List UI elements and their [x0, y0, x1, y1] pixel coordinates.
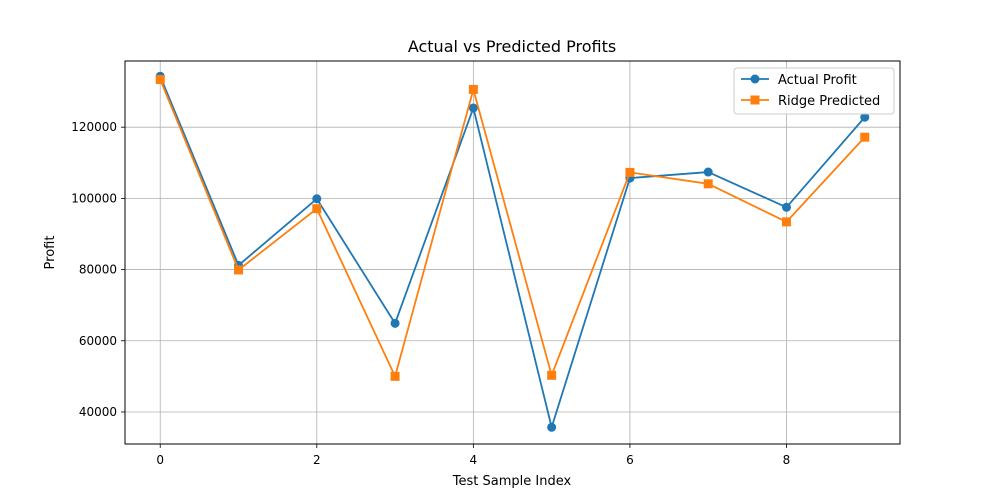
data-point — [390, 318, 400, 328]
x-tick-label: 0 — [156, 453, 164, 467]
plot-area-frame — [124, 60, 901, 445]
x-tick-label: 6 — [626, 453, 634, 467]
data-point — [781, 202, 791, 212]
y-tick-label: 100000 — [71, 191, 117, 205]
y-tick-label: 60000 — [79, 334, 117, 348]
y-tick-label: 120000 — [71, 120, 117, 134]
legend-label-actual: Actual Profit — [778, 73, 857, 88]
y-axis-label: Profit — [43, 236, 58, 270]
data-point — [781, 217, 791, 227]
legend-box — [733, 67, 895, 115]
legend-marker-actual — [750, 74, 760, 84]
data-point — [860, 112, 870, 122]
series-line — [159, 75, 866, 429]
x-tick-label: 2 — [313, 453, 321, 467]
ticks: 0 2 4 6 8 40000 60000 80000 100000 120000 — [71, 120, 790, 467]
grid — [125, 61, 900, 444]
data-point — [312, 194, 322, 204]
y-tick-label: 40000 — [79, 405, 117, 419]
data-point — [234, 265, 244, 275]
data-point — [625, 167, 635, 177]
legend-label-ridge: Ridge Predicted — [778, 94, 880, 109]
data-point — [312, 204, 322, 214]
data-point — [547, 370, 557, 380]
data-point — [468, 103, 478, 113]
data-point — [703, 179, 713, 189]
legend: Actual Profit Ridge Predicted — [733, 67, 895, 115]
x-tick-label: 4 — [470, 453, 478, 467]
data-point — [468, 84, 478, 94]
series-layer — [155, 71, 870, 432]
series-line — [159, 79, 866, 378]
y-tick-label: 80000 — [79, 263, 117, 277]
chart-title: Actual vs Predicted Profits — [408, 37, 616, 56]
x-tick-label: 8 — [783, 453, 791, 467]
data-point — [703, 167, 713, 177]
data-point — [860, 132, 870, 142]
legend-marker-ridge — [750, 95, 760, 105]
data-point — [390, 371, 400, 381]
data-point — [155, 75, 165, 85]
x-axis-label: Test Sample Index — [452, 474, 572, 489]
data-point — [547, 422, 557, 432]
series-ridge-predicted — [155, 75, 870, 381]
